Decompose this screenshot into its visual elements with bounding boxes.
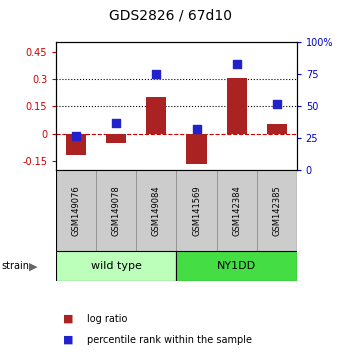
Point — [194, 126, 199, 132]
Text: ■: ■ — [63, 335, 74, 345]
Bar — [96, 170, 136, 251]
Bar — [66, 133, 86, 155]
Text: strain: strain — [2, 261, 30, 271]
Point — [74, 133, 79, 138]
Text: NY1DD: NY1DD — [217, 261, 256, 272]
Point — [154, 72, 159, 77]
Bar — [136, 170, 177, 251]
Text: wild type: wild type — [91, 261, 142, 272]
Point — [274, 101, 279, 107]
Bar — [146, 97, 166, 133]
Text: GSM149084: GSM149084 — [152, 185, 161, 236]
Text: GSM142384: GSM142384 — [232, 185, 241, 236]
Text: GSM141569: GSM141569 — [192, 185, 201, 236]
Point — [234, 61, 239, 67]
Bar — [187, 133, 207, 165]
Bar — [106, 133, 127, 143]
Bar — [56, 251, 177, 281]
Point — [114, 120, 119, 126]
Text: ▶: ▶ — [29, 261, 38, 271]
Bar — [177, 170, 217, 251]
Text: GSM149078: GSM149078 — [112, 185, 121, 236]
Text: percentile rank within the sample: percentile rank within the sample — [87, 335, 252, 345]
Bar — [257, 170, 297, 251]
Bar — [56, 170, 97, 251]
Bar — [226, 78, 247, 133]
Text: GDS2826 / 67d10: GDS2826 / 67d10 — [109, 9, 232, 23]
Text: ■: ■ — [63, 314, 74, 324]
Text: GSM142385: GSM142385 — [272, 185, 281, 236]
Text: log ratio: log ratio — [87, 314, 127, 324]
Bar — [177, 251, 297, 281]
Bar — [217, 170, 257, 251]
Text: GSM149076: GSM149076 — [72, 185, 81, 236]
Bar — [267, 124, 287, 133]
